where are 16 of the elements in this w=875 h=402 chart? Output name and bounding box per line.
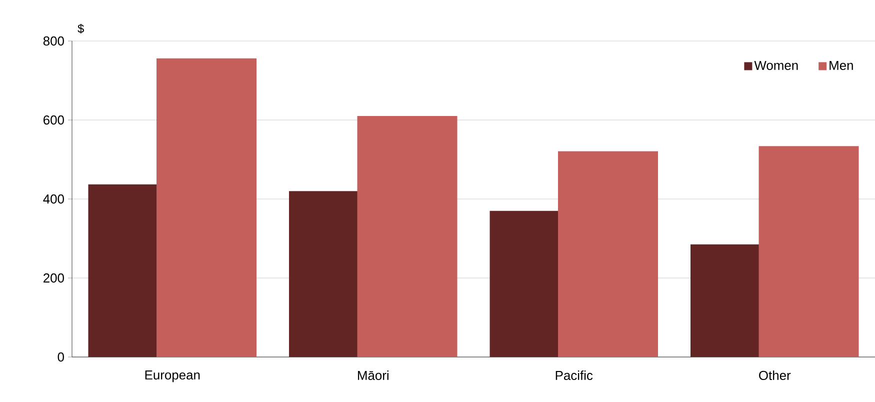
x-tick-label: Māori <box>358 370 388 380</box>
y-tick-label: 800 <box>43 36 64 46</box>
legend-label: Women <box>754 60 798 70</box>
y-tick-label: 200 <box>44 273 64 283</box>
y-tick-label: 400 <box>43 194 64 204</box>
bar <box>558 151 658 357</box>
x-tick-label: Other <box>759 370 791 380</box>
bar <box>156 58 257 357</box>
bar <box>758 146 859 357</box>
y-axis-title: $ <box>78 24 84 34</box>
y-tick-label: 0 <box>58 352 64 362</box>
x-tick-label: Pacific <box>556 370 593 380</box>
bar <box>357 116 458 357</box>
legend-label: Men <box>830 60 853 70</box>
x-tick-label: European <box>145 370 200 382</box>
y-tick-label: 600 <box>44 115 64 125</box>
